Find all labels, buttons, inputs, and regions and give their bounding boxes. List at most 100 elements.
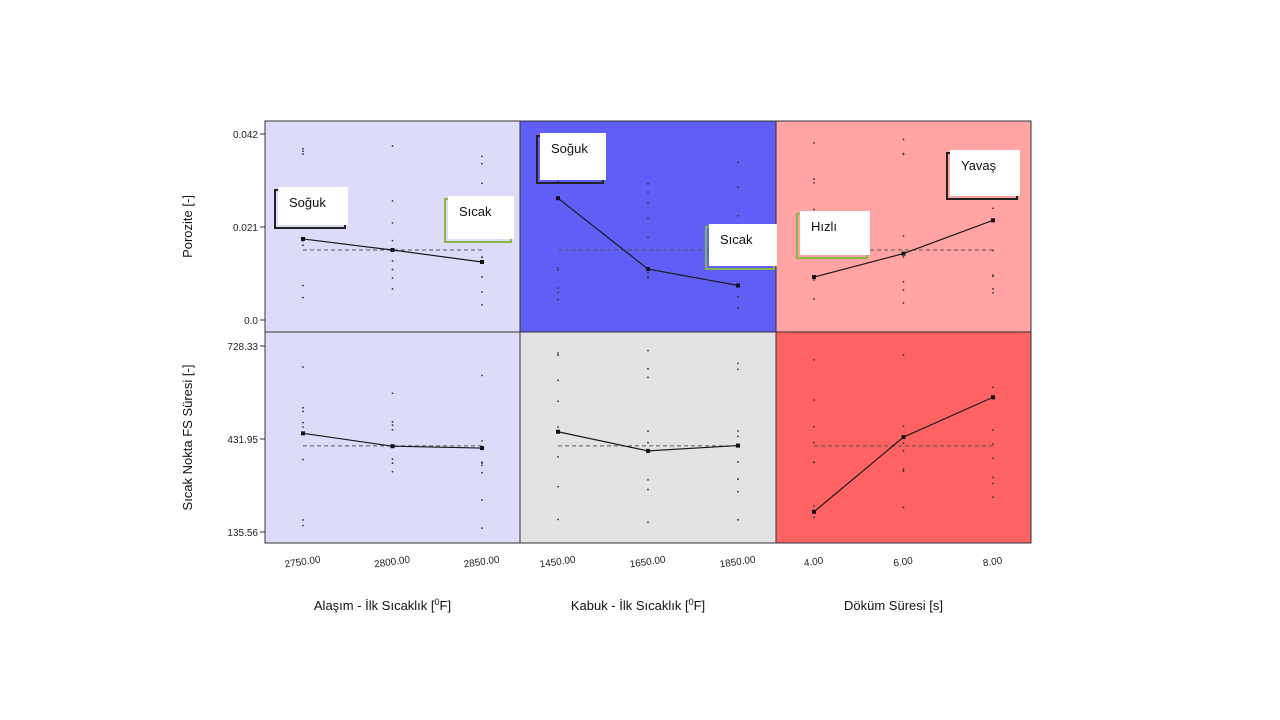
x-axis-label: Döküm Süresi [s] xyxy=(844,598,943,613)
sample-dot xyxy=(737,490,739,493)
series-point xyxy=(480,446,484,451)
x-tick-label: 6.00 xyxy=(893,556,914,570)
sample-dot xyxy=(557,426,559,428)
series-point xyxy=(901,435,906,440)
sample-dot xyxy=(647,182,649,185)
sample-dot xyxy=(481,471,483,474)
sample-dot xyxy=(302,153,304,156)
sample-dot xyxy=(902,442,905,445)
sample-dot xyxy=(813,181,815,184)
annotation-box xyxy=(800,211,870,255)
sample-dot xyxy=(737,306,739,309)
panel-background xyxy=(519,331,777,544)
sample-dot xyxy=(813,279,815,281)
panel-background xyxy=(264,331,521,544)
x-axis-label: Kabuk - İlk Sıcaklık [0F] xyxy=(571,597,705,613)
annotation-label: Hızlı xyxy=(811,219,837,234)
sample-dot xyxy=(302,421,304,424)
x-tick-label: 1450.00 xyxy=(539,555,577,571)
sample-dot xyxy=(391,462,394,465)
sample-dot xyxy=(302,150,304,153)
annotation-label: Soğuk xyxy=(289,195,326,210)
series-point xyxy=(480,259,484,264)
sample-dot xyxy=(481,499,483,501)
sample-dot xyxy=(391,420,394,423)
sample-dot xyxy=(737,161,739,164)
sample-dot xyxy=(813,358,815,361)
series-point xyxy=(556,429,560,434)
sample-dot xyxy=(813,461,815,464)
sample-dot xyxy=(557,267,559,269)
sample-dot xyxy=(391,145,394,147)
sample-dot xyxy=(902,354,905,356)
sample-dot xyxy=(391,392,394,395)
annotation-label: Yavaş xyxy=(961,158,997,173)
y-tick-label: 0.0 xyxy=(244,316,258,327)
sample-dot xyxy=(391,424,394,427)
y-tick-label: 135.56 xyxy=(227,528,258,539)
sample-dot xyxy=(737,214,739,217)
annotation-box xyxy=(950,150,1020,196)
sample-dot xyxy=(302,458,304,461)
sample-dot xyxy=(992,386,994,389)
sample-dot xyxy=(557,400,559,403)
sample-dot xyxy=(902,449,905,452)
sample-dot xyxy=(302,147,304,150)
sample-dot xyxy=(737,478,739,480)
sample-dot xyxy=(813,425,815,428)
sample-dot xyxy=(902,280,905,283)
sample-dot xyxy=(481,276,483,278)
y-tick-label: 431.95 xyxy=(227,435,258,446)
sample-dot xyxy=(647,478,649,481)
series-point xyxy=(736,443,740,448)
x-tick-label: 8.00 xyxy=(982,556,1003,570)
sample-dot xyxy=(481,462,483,465)
sample-dot xyxy=(737,368,739,371)
sample-dot xyxy=(481,439,483,442)
series-point xyxy=(301,431,305,436)
sample-dot xyxy=(557,354,559,356)
sample-dot xyxy=(647,349,649,352)
sample-dot xyxy=(481,182,483,185)
sample-dot xyxy=(302,366,304,368)
sample-dot xyxy=(737,186,739,189)
sample-dot xyxy=(813,298,815,301)
series-point xyxy=(901,251,906,256)
sample-dot xyxy=(992,287,994,290)
sample-dot xyxy=(813,505,815,507)
sample-dot xyxy=(992,496,994,499)
sample-dot xyxy=(391,288,394,290)
annotation-label: Soğuk xyxy=(551,141,588,156)
series-point xyxy=(646,448,650,453)
sample-dot xyxy=(813,516,815,519)
sample-dot xyxy=(647,367,649,370)
sample-dot xyxy=(902,138,905,141)
y-tick-label: 728.33 xyxy=(227,342,258,353)
sample-dot xyxy=(737,430,739,432)
series-point xyxy=(390,444,395,449)
sample-dot xyxy=(302,244,304,247)
sample-dot xyxy=(647,271,649,274)
sample-dot xyxy=(737,460,739,463)
sample-dot xyxy=(992,457,994,460)
sample-dot xyxy=(557,352,559,354)
sample-dot xyxy=(813,178,815,181)
sample-dot xyxy=(391,200,394,202)
sample-dot xyxy=(302,406,304,409)
sample-dot xyxy=(302,519,304,521)
annotation-label: Sıcak xyxy=(720,232,753,247)
sample-dot xyxy=(391,239,394,242)
sample-dot xyxy=(302,410,304,413)
x-tick-label: 1850.00 xyxy=(719,555,757,571)
sample-dot xyxy=(902,468,905,471)
sample-dot xyxy=(481,256,483,259)
sample-dot xyxy=(992,476,994,479)
series-point xyxy=(991,218,995,223)
sample-dot xyxy=(481,155,483,158)
sample-dot xyxy=(647,275,649,278)
sample-dot xyxy=(992,429,994,431)
series-point xyxy=(390,248,395,253)
x-tick-label: 2750.00 xyxy=(284,555,322,571)
sample-dot xyxy=(992,482,994,485)
sample-dot xyxy=(557,269,559,272)
